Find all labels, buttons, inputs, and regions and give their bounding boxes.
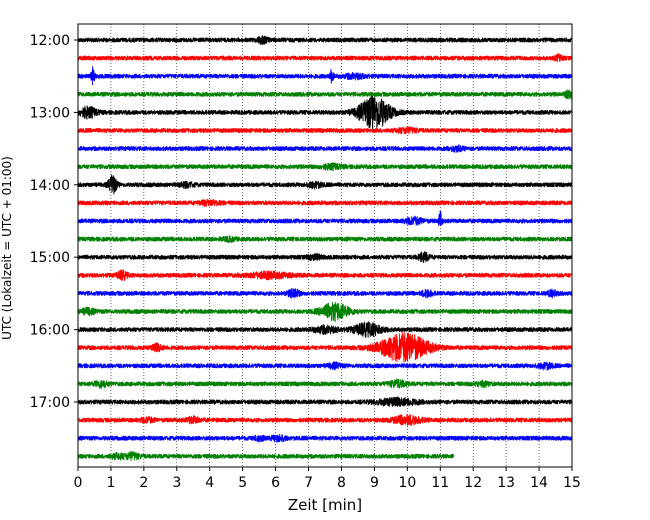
- y-tick-label-17:00: 17:00: [30, 395, 70, 411]
- y-tick-label-16:00: 16:00: [30, 323, 70, 339]
- x-tick-label-9: 9: [370, 475, 379, 491]
- x-tick-label-1: 1: [106, 475, 115, 491]
- x-tick-label-6: 6: [271, 475, 280, 491]
- trace-1745: [77, 450, 454, 462]
- x-axis-label: Zeit [min]: [288, 496, 362, 514]
- trace-1200: [77, 35, 573, 45]
- trace-1300: [77, 95, 573, 131]
- x-tick-label-7: 7: [304, 475, 313, 491]
- x-tick-label-3: 3: [172, 475, 181, 491]
- trace-1545: [77, 301, 573, 322]
- x-tick-label-5: 5: [238, 475, 247, 491]
- y-tick-label-13:00: 13:00: [30, 105, 70, 121]
- trace-1600: [77, 321, 573, 338]
- trace-1245: [77, 89, 573, 100]
- trace-1715: [77, 413, 573, 427]
- trace-1700: [77, 396, 573, 407]
- y-tick-label-15:00: 15:00: [30, 250, 70, 266]
- trace-1445: [77, 235, 573, 244]
- trace-1645: [77, 378, 573, 389]
- trace-1730: [77, 433, 573, 443]
- grid-lines: [110, 24, 540, 467]
- x-tick-label-13: 13: [497, 475, 515, 491]
- trace-1315: [77, 125, 573, 135]
- x-tick-label-2: 2: [139, 475, 148, 491]
- trace-1230: [77, 65, 573, 86]
- x-axis-ticks: 0 1 2 3 4 5 6 7 8 9 10 11 12 13 14 15: [74, 467, 581, 491]
- trace-1345: [77, 162, 573, 172]
- x-tick-label-8: 8: [337, 475, 346, 491]
- trace-1515: [77, 269, 573, 282]
- x-tick-label-11: 11: [431, 475, 449, 491]
- trace-1330: [77, 144, 573, 153]
- x-tick-label-15: 15: [563, 475, 581, 491]
- trace-1500: [77, 251, 573, 264]
- trace-1615: [77, 331, 573, 363]
- x-tick-label-10: 10: [398, 475, 416, 491]
- plot-frame: [77, 23, 573, 468]
- x-tick-label-12: 12: [464, 475, 482, 491]
- trace-1530: [77, 288, 573, 299]
- trace-1430: [77, 210, 573, 227]
- trace-1415: [77, 198, 573, 207]
- y-axis-ticks: 12:00 13:00 14:00 15:00 16:00 17:00: [30, 33, 78, 411]
- trace-1400: [77, 174, 573, 195]
- y-tick-label-12:00: 12:00: [30, 33, 70, 49]
- y-tick-label-14:00: 14:00: [30, 178, 70, 194]
- x-tick-label-4: 4: [205, 475, 214, 491]
- seismic-traces: [77, 35, 573, 462]
- trace-1630: [77, 361, 573, 371]
- y-axis-label: UTC (Lokalzeit = UTC + 01:00): [0, 156, 14, 340]
- x-tick-label-14: 14: [530, 475, 548, 491]
- trace-1215: [77, 53, 573, 63]
- x-tick-label-0: 0: [74, 475, 83, 491]
